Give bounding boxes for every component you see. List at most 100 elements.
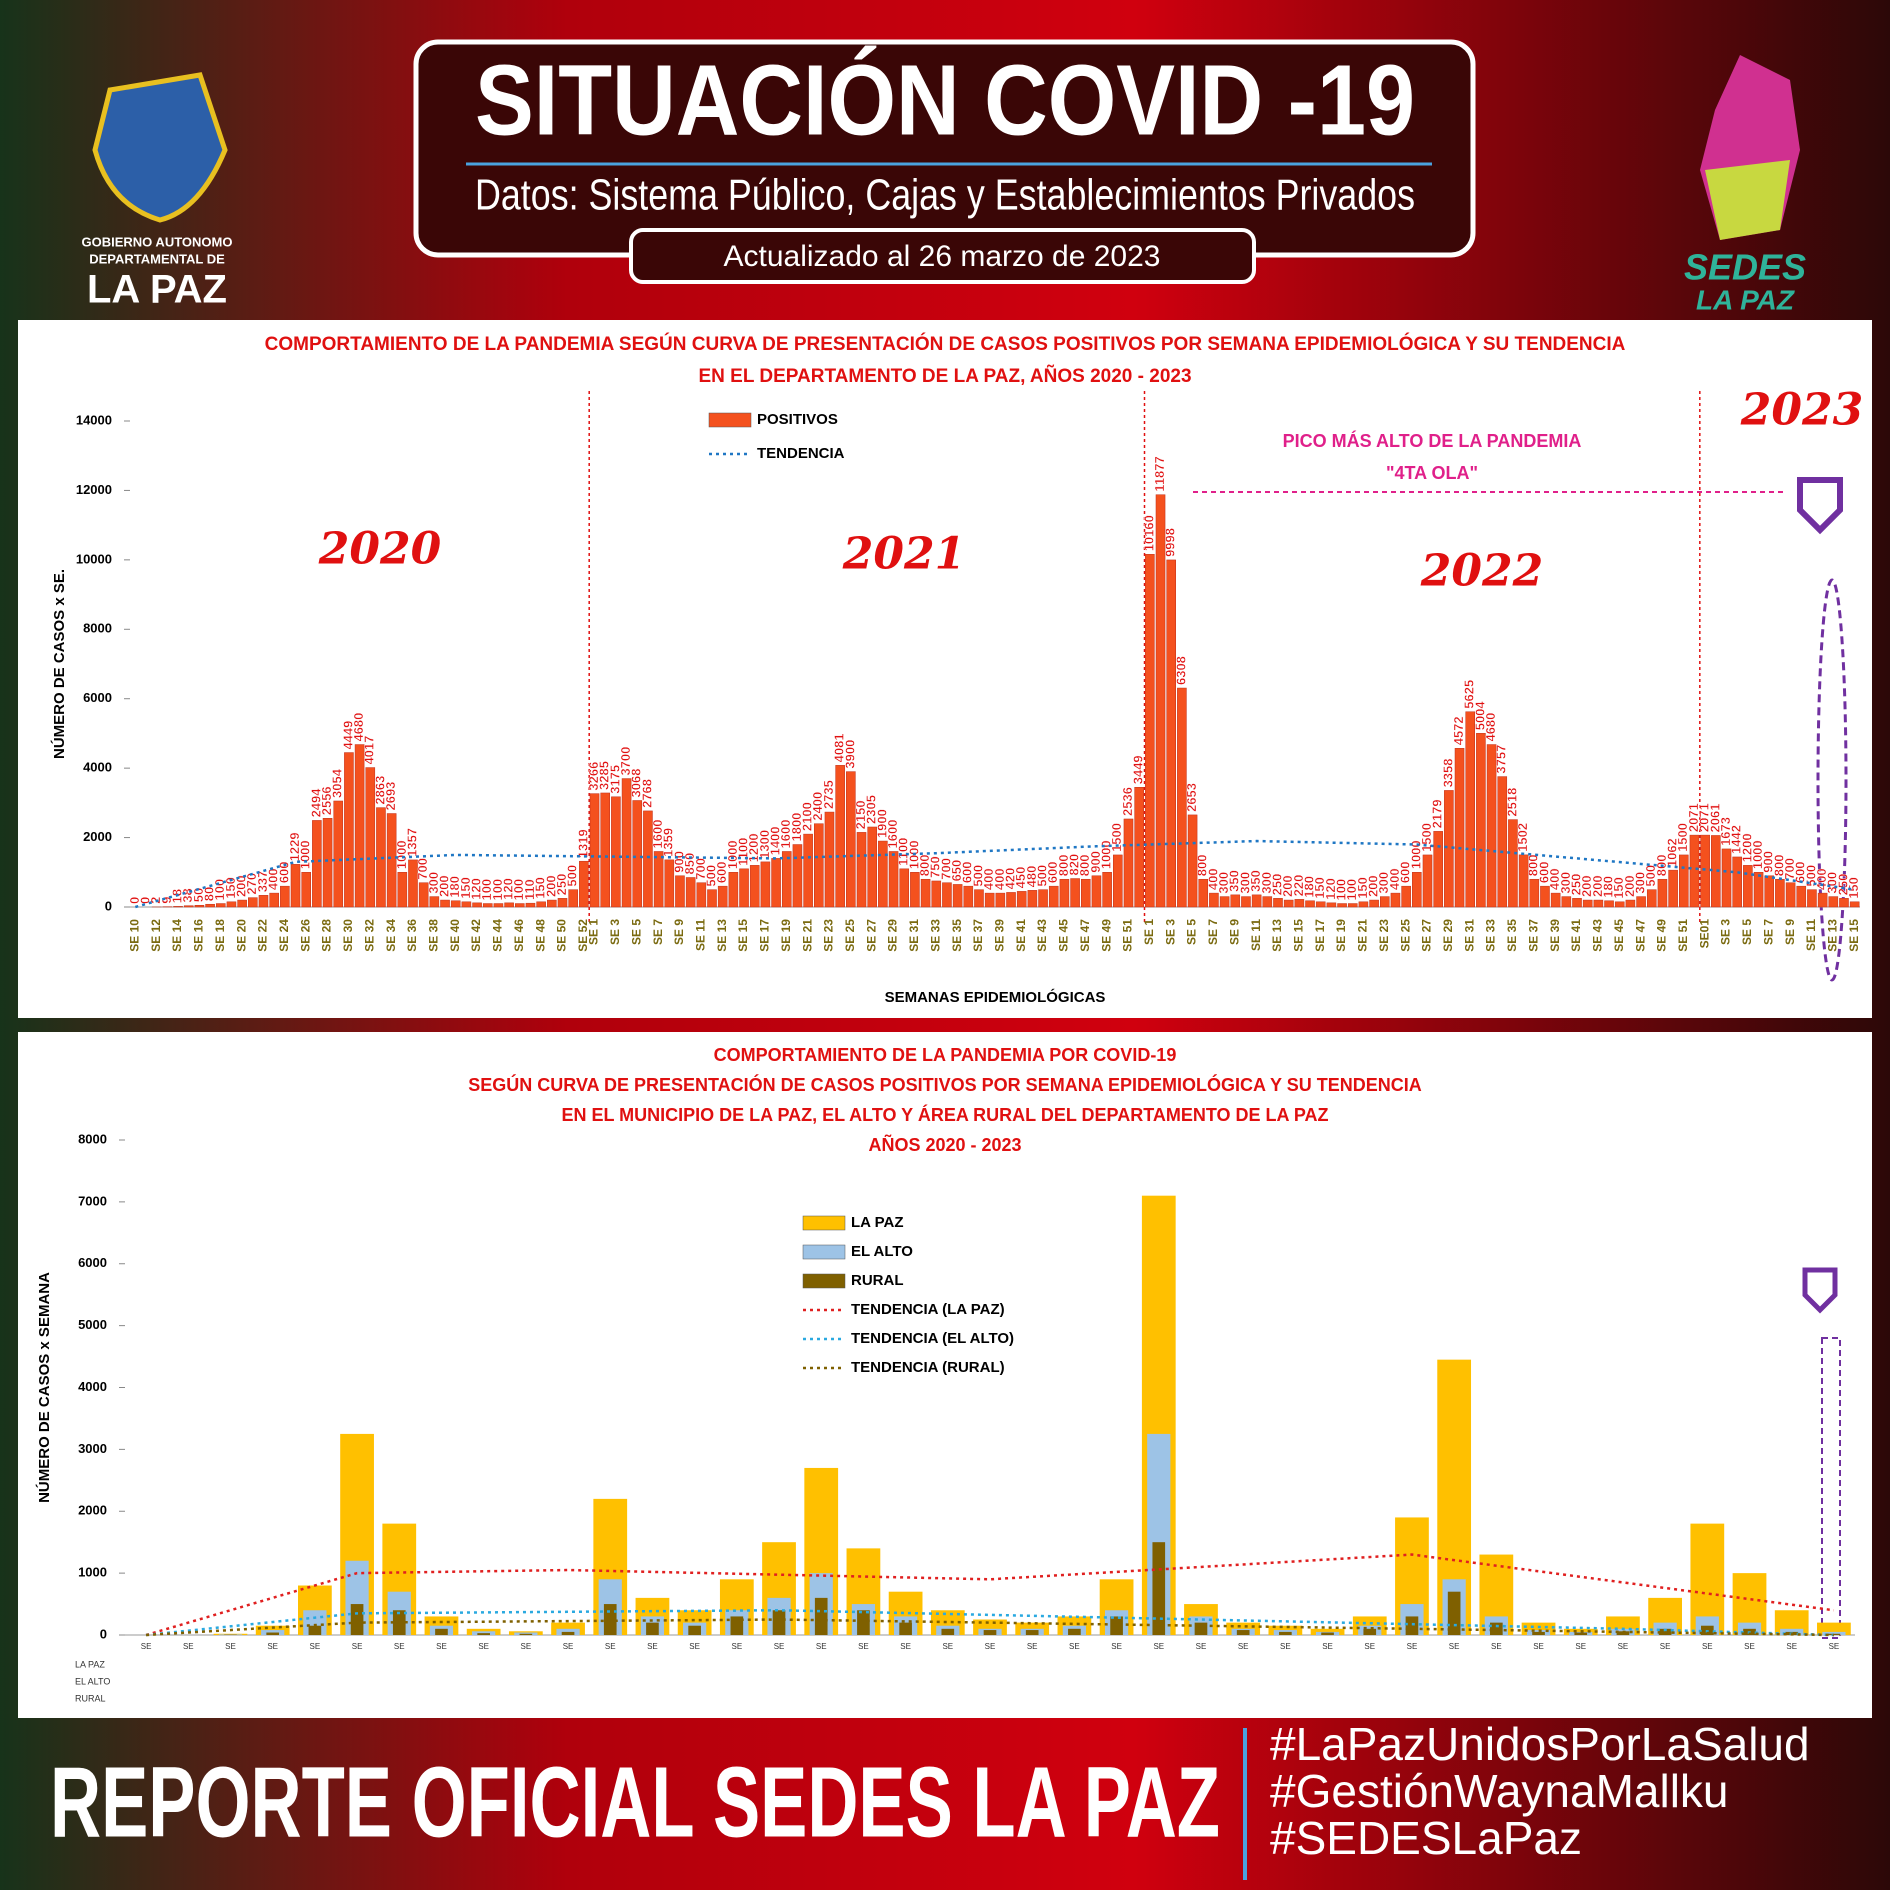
bar — [815, 1598, 828, 1635]
bar — [376, 808, 385, 907]
bar — [483, 904, 492, 907]
data-label: 2693 — [383, 782, 398, 811]
bar — [646, 1623, 659, 1635]
bar — [505, 903, 514, 907]
bar — [782, 851, 791, 907]
x-tick-label: SE 41 — [1014, 919, 1028, 952]
x-tick-label: SE — [1660, 1642, 1671, 1651]
bar — [985, 893, 994, 907]
x-tick-label: SE — [1786, 1642, 1797, 1651]
data-label: 3054 — [330, 768, 345, 798]
bar — [1273, 898, 1282, 907]
bar — [291, 864, 300, 907]
x-tick-label: SE 47 — [1633, 919, 1647, 952]
x-tick-label: SE 39 — [1548, 919, 1562, 952]
x-tick-label: SE 48 — [533, 919, 547, 952]
bar — [1348, 904, 1357, 907]
x-tick-label: SE 20 — [234, 919, 248, 952]
bar — [547, 900, 556, 907]
data-label: 2735 — [821, 780, 836, 809]
y-tick-label: 8000 — [83, 621, 112, 636]
x-tick-label: SE 3 — [1163, 919, 1177, 945]
bar — [1829, 897, 1838, 907]
bar — [1252, 895, 1261, 907]
x-tick-label: SE 42 — [469, 919, 483, 952]
data-label: 3900 — [842, 740, 857, 769]
bar — [1026, 1630, 1039, 1635]
year-label: 2020 — [318, 524, 442, 575]
bar — [351, 1604, 364, 1635]
x-tick-label: SE 46 — [512, 919, 526, 952]
x-tick-label: SE 11 — [1249, 919, 1263, 951]
hashtag: #LaPazUnidosPorLaSalud — [1270, 1718, 1810, 1770]
bar — [579, 861, 588, 907]
update-date: Actualizado al 26 marzo de 2023 — [724, 240, 1161, 273]
legend-label: RURAL — [851, 1272, 904, 1289]
bar — [1284, 900, 1293, 907]
x-tick-label: SE — [521, 1642, 532, 1651]
x-tick-label: SE — [225, 1642, 236, 1651]
bar — [1765, 876, 1774, 907]
bar — [941, 1629, 954, 1635]
legend-label: POSITIVOS — [757, 411, 838, 428]
x-tick-label: SE 12 — [149, 919, 163, 952]
data-label: 4680 — [1483, 713, 1498, 742]
chart-panel — [18, 320, 1872, 1018]
x-tick-label: SE — [563, 1642, 574, 1651]
bar — [740, 869, 749, 907]
bar — [1412, 872, 1421, 907]
data-label: 4017 — [362, 736, 377, 765]
bar — [953, 884, 962, 907]
chart-title: EN EL MUNICIPIO DE LA PAZ, EL ALTO Y ÁRE… — [561, 1104, 1328, 1125]
bar — [857, 1610, 870, 1635]
x-tick-label: SE 36 — [405, 919, 419, 952]
legend-label: EL ALTO — [851, 1243, 913, 1260]
x-tick-label: SE 23 — [1377, 919, 1391, 952]
x-tick-label: SE — [1491, 1642, 1502, 1651]
bar — [227, 902, 236, 907]
x-tick-label: SE 30 — [341, 919, 355, 952]
bar — [996, 893, 1005, 907]
legend-label: TENDENCIA (EL ALTO) — [851, 1330, 1014, 1347]
x-tick-label: SE — [1829, 1642, 1840, 1651]
bar — [718, 886, 727, 907]
bar — [772, 858, 781, 907]
bar — [515, 904, 524, 907]
data-label: 3757 — [1494, 745, 1509, 774]
bar — [1321, 1633, 1334, 1635]
x-tick-label: SE 40 — [448, 919, 462, 952]
y-tick-label: 0 — [100, 1626, 107, 1641]
x-tick-label: SE 3 — [1719, 919, 1733, 945]
legend-swatch — [709, 413, 751, 427]
logo-text: DEPARTAMENTAL DE — [89, 251, 225, 266]
x-tick-label: SE 51 — [1676, 919, 1690, 952]
bar — [1124, 819, 1133, 907]
bar — [1679, 855, 1688, 907]
x-tick-label: SE 27 — [1420, 919, 1434, 952]
bar — [1562, 897, 1571, 907]
bar — [435, 1629, 448, 1635]
chart-title: AÑOS 2020 - 2023 — [868, 1134, 1021, 1155]
bar — [964, 886, 973, 907]
legend-label: LA PAZ — [851, 1214, 904, 1231]
x-tick-label: SE 15 — [736, 919, 750, 952]
bar — [1594, 900, 1603, 907]
x-tick-label: SE 35 — [1505, 919, 1519, 952]
x-tick-label: SE 49 — [1099, 919, 1113, 952]
bar — [1658, 879, 1667, 907]
bar — [1231, 895, 1240, 907]
bar — [942, 883, 951, 907]
subtitle: Datos: Sistema Público, Cajas y Establec… — [475, 171, 1415, 220]
x-tick-label: SE 21 — [1356, 919, 1370, 952]
x-tick-label: SE — [394, 1642, 405, 1651]
bar — [1220, 897, 1229, 907]
x-tick-label: SE 21 — [800, 919, 814, 952]
bar — [707, 890, 716, 907]
x-tick-label: SE — [1238, 1642, 1249, 1651]
bar — [1626, 900, 1635, 907]
x-tick-label: SE 16 — [192, 919, 206, 952]
bar — [1305, 901, 1314, 907]
x-tick-label: SE 19 — [1334, 919, 1348, 952]
x-tick-label: SE 22 — [256, 919, 270, 952]
